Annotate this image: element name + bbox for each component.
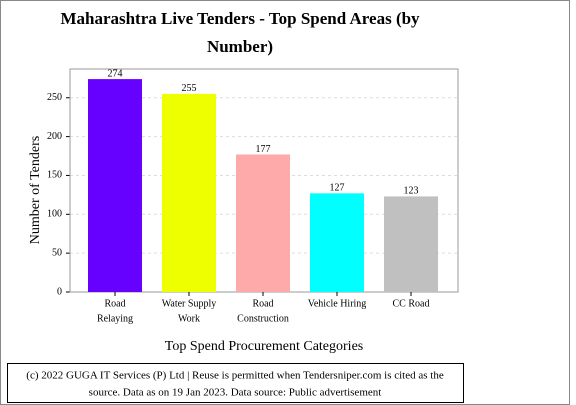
footer-box [7,363,464,403]
value-label: 123 [404,186,419,197]
footer-text: (c) 2022 GUGA IT Services (P) Ltd | Reus… [26,370,444,382]
bar [88,79,142,292]
x-tick-label: Relaying [97,313,133,324]
bar [384,196,438,292]
x-tick-label: Water Supply [162,298,216,309]
x-tick-label: CC Road [393,298,430,309]
value-label: 255 [182,83,197,94]
x-tick-label: Construction [237,313,289,324]
x-tick-label: Road [104,298,125,309]
value-label: 177 [256,144,271,155]
chart-title: Number) [207,37,273,56]
y-tick-label: 0 [57,286,62,297]
x-tick-label: Vehicle Hiring [308,298,367,309]
bar [236,154,290,292]
footer-text: source. Data as on 19 Jan 2023. Data sou… [89,387,382,399]
y-tick-label: 100 [47,209,62,220]
y-tick-label: 250 [47,92,62,103]
y-axis-label: Number of Tenders [28,136,43,244]
x-tick-label: Work [178,313,200,324]
bar [310,193,364,292]
value-label: 274 [108,68,123,79]
y-tick-label: 50 [52,247,62,258]
value-label: 127 [330,183,345,194]
bar [162,93,216,293]
chart-title: Maharashtra Live Tenders - Top Spend Are… [60,9,420,28]
y-tick-label: 150 [47,170,62,181]
y-tick-label: 200 [47,131,62,142]
x-axis-label: Top Spend Procurement Categories [165,339,363,354]
x-tick-label: Road [252,298,273,309]
